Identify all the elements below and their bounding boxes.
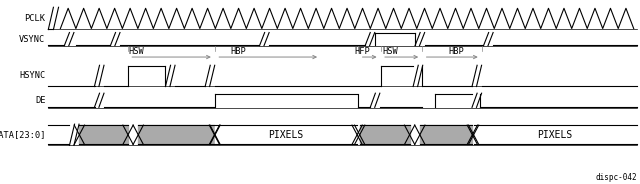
Text: HSW: HSW [382, 47, 398, 56]
Text: dispc-042: dispc-042 [595, 173, 637, 182]
Text: HBP: HBP [230, 47, 246, 56]
Text: VSYNC: VSYNC [19, 35, 45, 44]
Text: PCLK: PCLK [24, 14, 45, 23]
Text: PIXELS: PIXELS [268, 130, 304, 140]
Text: HBP: HBP [448, 47, 464, 56]
Text: DE: DE [35, 96, 45, 105]
Text: DATA[23:0]: DATA[23:0] [0, 130, 45, 139]
Text: HSW: HSW [128, 47, 144, 56]
Text: HSYNC: HSYNC [19, 71, 45, 80]
Text: HFP: HFP [354, 47, 370, 56]
Text: PIXELS: PIXELS [538, 130, 573, 140]
